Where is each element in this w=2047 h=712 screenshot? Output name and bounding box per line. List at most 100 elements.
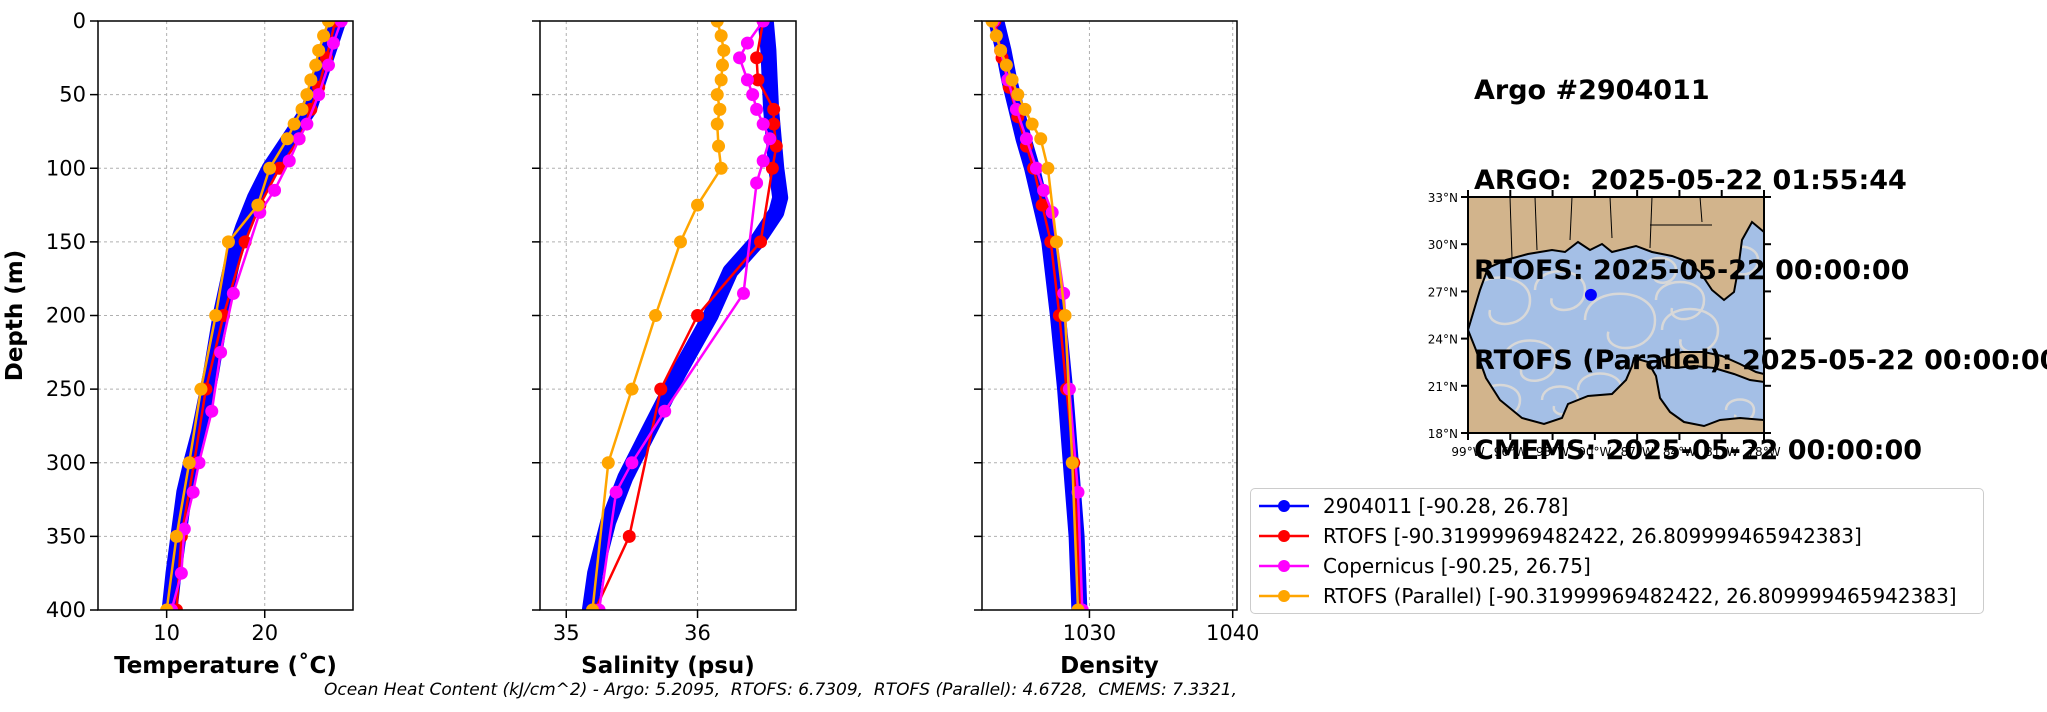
series-point-copernicus — [733, 51, 747, 65]
series-point-rtofs-parallel — [280, 132, 294, 146]
series-point-rtofs-parallel — [1041, 161, 1055, 175]
legend-entry-argo: 2904011 [-90.28, 26.78] — [1251, 491, 1568, 521]
y-tick-label: 100 — [46, 156, 86, 180]
legend-swatch-rtofs-parallel — [1259, 590, 1309, 602]
profile-panels: 0 50 100 150 200 250 300 350 400 10 20 Temperature … — [2, 9, 1259, 679]
series-point-copernicus — [750, 176, 764, 190]
series-point-rtofs-parallel — [1049, 235, 1063, 249]
x-axis-label: Temperature (˚C) — [114, 652, 337, 679]
series-point-copernicus — [763, 132, 777, 146]
legend-swatch-copernicus — [1259, 560, 1309, 572]
series-point-rtofs-parallel — [263, 161, 277, 175]
series-point-rtofs-parallel — [317, 29, 331, 43]
y-tick-label: 250 — [46, 377, 86, 401]
series-point-rtofs-parallel — [994, 43, 1008, 57]
series-point-copernicus — [292, 132, 306, 146]
map-state-border — [1609, 196, 1613, 239]
series-point-copernicus — [740, 73, 754, 87]
map-ticks: 33°N 30°N 27°N 24°N 21°N 18°N 99°W 96°W 93°W 90°W… — [1428, 190, 1781, 459]
series-point-rtofs — [1035, 198, 1049, 212]
map-lat-label: 27°N — [1428, 285, 1458, 299]
series-point-rtofs-parallel — [649, 309, 663, 322]
series-point-copernicus — [186, 485, 200, 499]
series-point-copernicus — [756, 154, 770, 168]
map-lon-label: 96°W — [1494, 445, 1527, 459]
series-point-rtofs-parallel — [712, 139, 726, 153]
map-state-borders — [1509, 196, 1712, 259]
series-point-copernicus — [205, 404, 219, 418]
series-point-rtofs-parallel — [713, 102, 727, 116]
map-lon-label: 87°W — [1621, 445, 1654, 459]
series-point-rtofs — [767, 102, 781, 116]
series-point-rtofs — [754, 235, 768, 249]
series-point-rtofs-parallel — [1065, 456, 1079, 470]
series-point-rtofs — [654, 382, 668, 396]
series-point-rtofs-parallel — [710, 88, 724, 102]
map-streamline — [1654, 280, 1706, 321]
series-point-copernicus — [746, 88, 760, 102]
series-point-copernicus — [174, 566, 188, 580]
y-tick-label: 150 — [46, 230, 86, 254]
map-streamline — [1583, 292, 1657, 350]
series-point-rtofs-parallel — [714, 161, 728, 175]
x-tick-label: 1030 — [1063, 621, 1116, 645]
map-streamline — [1533, 270, 1587, 312]
map-lat-label: 24°N — [1428, 333, 1458, 347]
y-tick-label: 350 — [46, 524, 86, 548]
series-point-copernicus — [321, 58, 335, 72]
series-point-rtofs-parallel — [989, 29, 1003, 43]
x-tick-label: 10 — [153, 621, 180, 645]
series-point-copernicus — [192, 456, 206, 470]
map-lon-label: 78°W — [1747, 445, 1780, 459]
legend-entry-rtofs: RTOFS [-90.31999969482422, 26.8099994659… — [1251, 521, 1862, 551]
map-land-north — [1467, 196, 1765, 331]
series-point-rtofs-parallel — [601, 456, 615, 470]
series-point-copernicus — [609, 485, 623, 499]
map-lon-label: 93°W — [1536, 445, 1569, 459]
series-point-copernicus — [750, 102, 764, 116]
series-point-rtofs — [750, 51, 764, 65]
series-group — [160, 21, 348, 610]
series-point-rtofs-parallel — [304, 73, 318, 87]
map-lat-label: 18°N — [1428, 427, 1458, 441]
argo-float-marker — [1584, 288, 1597, 301]
series-point-rtofs-parallel — [625, 382, 639, 396]
series-group — [985, 21, 1089, 610]
legend-label-argo: 2904011 [-90.28, 26.78] — [1323, 494, 1569, 518]
series-point-rtofs-parallel — [309, 58, 323, 72]
map-state-border — [1509, 196, 1513, 259]
map-state-border — [1699, 196, 1703, 223]
series-point-rtofs — [767, 117, 781, 131]
series-point-rtofs-parallel — [714, 29, 728, 43]
y-tick-label: 400 — [46, 598, 86, 622]
legend-entry-copernicus: Copernicus [-90.25, 26.75] — [1251, 551, 1591, 581]
map-land-south — [1467, 329, 1765, 434]
profile-panel-2: 35 36 Salinity (psu) — [532, 20, 797, 679]
series-point-rtofs-parallel — [715, 58, 729, 72]
series-point-rtofs-parallel — [295, 102, 309, 116]
argo-id-title: Argo #2904011 — [1474, 75, 1710, 106]
series-point-rtofs-parallel — [1025, 117, 1039, 131]
cmems-time-title: CMEMS: 2025-05-22 00:00:00 — [1474, 435, 1923, 466]
series-group — [581, 21, 789, 610]
series-point-rtofs-parallel — [691, 198, 705, 212]
series-point-rtofs-parallel — [586, 603, 600, 610]
series-point-rtofs-parallel — [209, 309, 223, 322]
series-point-rtofs — [691, 309, 705, 322]
map-lon-label: 84°W — [1663, 445, 1696, 459]
series-line-rtofs-parallel — [591, 21, 726, 610]
series-point-copernicus — [334, 21, 348, 28]
series-point-rtofs-parallel — [710, 117, 724, 131]
series-point-rtofs-parallel — [221, 235, 235, 249]
series-point-copernicus — [756, 117, 770, 131]
map-state-border — [1534, 196, 1538, 251]
series-point-rtofs-parallel — [999, 58, 1013, 72]
x-tick-label: 20 — [251, 621, 278, 645]
profile-panel-1: 0 50 100 150 200 250 300 350 400 10 20 Temperature … — [2, 9, 354, 679]
map-lon-label: 81°W — [1705, 445, 1738, 459]
series-point-copernicus — [625, 456, 639, 470]
series-point-rtofs-parallel — [714, 73, 728, 87]
series-point-rtofs-parallel — [182, 456, 196, 470]
map-lon-label: 99°W — [1451, 445, 1484, 459]
